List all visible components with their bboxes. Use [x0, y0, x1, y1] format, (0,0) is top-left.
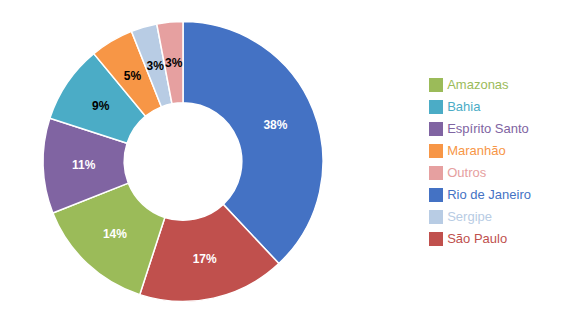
svg-text:17%: 17%: [193, 252, 217, 266]
html-text:Bahia: Bahia: [447, 98, 481, 114]
svg-text:9%: 9%: [92, 99, 110, 113]
svg-text:3%: 3%: [165, 56, 183, 70]
html-text:Rio de Janeiro: Rio de Janeiro: [447, 186, 531, 202]
html-text:Sergipe: Sergipe: [447, 208, 492, 224]
svg-text:5%: 5%: [124, 69, 142, 83]
svg-text:3%: 3%: [147, 59, 165, 73]
html-text:São Paulo: São Paulo: [447, 230, 508, 246]
html-text:Espírito Santo: Espírito Santo: [447, 120, 529, 136]
html-text:Outros: Outros: [447, 164, 487, 180]
html-text:Maranhão: Maranhão: [447, 142, 506, 158]
svg-text:14%: 14%: [103, 227, 127, 241]
svg-text:38%: 38%: [263, 118, 287, 132]
html-text:Amazonas: Amazonas: [447, 76, 509, 92]
svg-text:11%: 11%: [72, 158, 96, 172]
